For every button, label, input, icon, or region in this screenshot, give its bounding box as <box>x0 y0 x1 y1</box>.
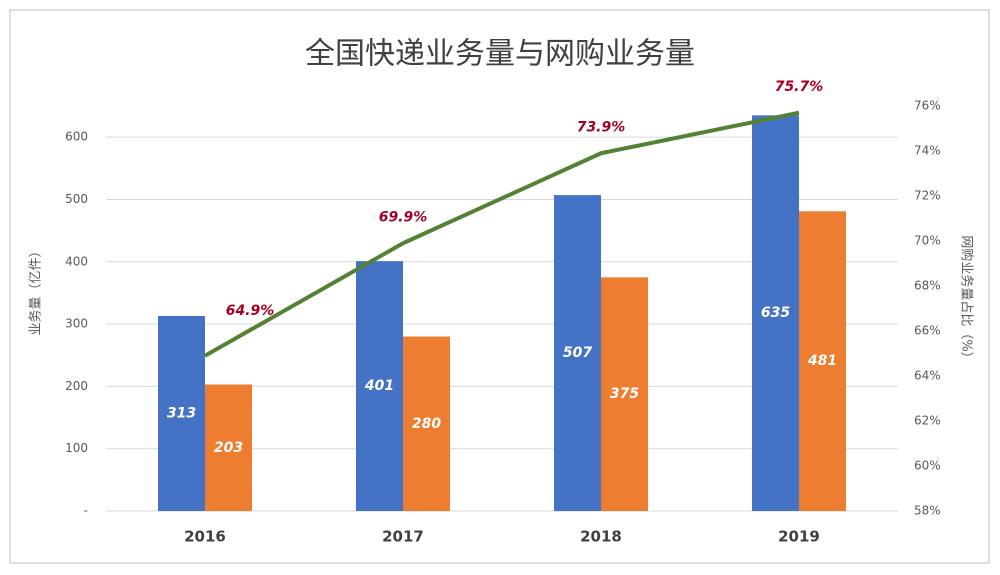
y-tick-label: - <box>84 504 88 518</box>
y2-axis-title: 网购业务量占比（%） <box>959 235 975 364</box>
x-tick-label: 2016 <box>184 528 226 546</box>
bar <box>799 211 846 512</box>
y2-tick-label: 66% <box>914 324 941 338</box>
y2-tick-label: 74% <box>914 144 941 158</box>
y2-tick-label: 62% <box>914 414 941 428</box>
bar-value-label: 313 <box>167 405 196 421</box>
bar-value-label: 401 <box>364 378 394 394</box>
bar <box>158 315 205 511</box>
y2-tick-label: 64% <box>914 369 941 383</box>
line-value-label: 69.9% <box>379 209 428 225</box>
chart-title: 全国快递业务量与网购业务量 <box>305 37 695 72</box>
y-tick-label: 300 <box>65 317 88 331</box>
y-tick-label: 100 <box>65 441 88 455</box>
bar <box>554 195 601 511</box>
bar-value-label: 635 <box>761 305 790 321</box>
bar <box>601 277 648 511</box>
y-tick-label: 500 <box>65 192 88 206</box>
bar-value-label: 507 <box>563 345 592 361</box>
x-tick-label: 2018 <box>580 528 622 546</box>
y2-tick-label: 70% <box>914 234 941 248</box>
bar <box>403 336 450 511</box>
bar <box>752 115 799 511</box>
line-value-label: 64.9% <box>226 303 275 319</box>
bar-value-label: 481 <box>807 353 837 369</box>
y-tick-label: 200 <box>65 379 88 393</box>
bar <box>356 261 403 511</box>
y2-tick-label: 60% <box>914 459 941 473</box>
line-value-label: 75.7% <box>775 79 824 95</box>
bar-value-label: 203 <box>214 440 243 456</box>
y2-tick-label: 58% <box>914 504 941 518</box>
line-value-label: 73.9% <box>577 119 626 135</box>
bar-value-label: 375 <box>610 386 639 402</box>
line <box>204 110 800 358</box>
bar <box>205 384 252 511</box>
x-tick-label: 2019 <box>778 528 820 546</box>
bar-value-label: 280 <box>412 416 441 432</box>
y-axis-title: 业务量（亿件） <box>28 244 44 335</box>
y2-tick-label: 72% <box>914 189 941 203</box>
y2-tick-label: 76% <box>914 99 941 113</box>
y2-tick-label: 68% <box>914 279 941 293</box>
x-tick-label: 2017 <box>382 528 424 546</box>
y-tick-label: 400 <box>65 254 88 268</box>
y-tick-label: 600 <box>65 130 88 144</box>
